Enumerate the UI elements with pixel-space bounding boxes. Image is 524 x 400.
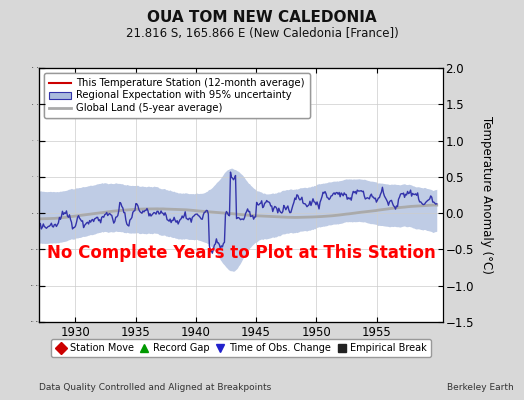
Text: OUA TOM NEW CALEDONIA: OUA TOM NEW CALEDONIA (147, 10, 377, 25)
Text: 21.816 S, 165.866 E (New Caledonia [France]): 21.816 S, 165.866 E (New Caledonia [Fran… (126, 27, 398, 40)
Text: Data Quality Controlled and Aligned at Breakpoints: Data Quality Controlled and Aligned at B… (39, 383, 271, 392)
Text: Berkeley Earth: Berkeley Earth (447, 383, 514, 392)
Legend: This Temperature Station (12-month average), Regional Expectation with 95% uncer: This Temperature Station (12-month avera… (45, 73, 310, 118)
Legend: Station Move, Record Gap, Time of Obs. Change, Empirical Break: Station Move, Record Gap, Time of Obs. C… (51, 339, 431, 357)
Text: No Complete Years to Plot at This Station: No Complete Years to Plot at This Statio… (47, 244, 435, 262)
Y-axis label: Temperature Anomaly (°C): Temperature Anomaly (°C) (479, 116, 493, 274)
